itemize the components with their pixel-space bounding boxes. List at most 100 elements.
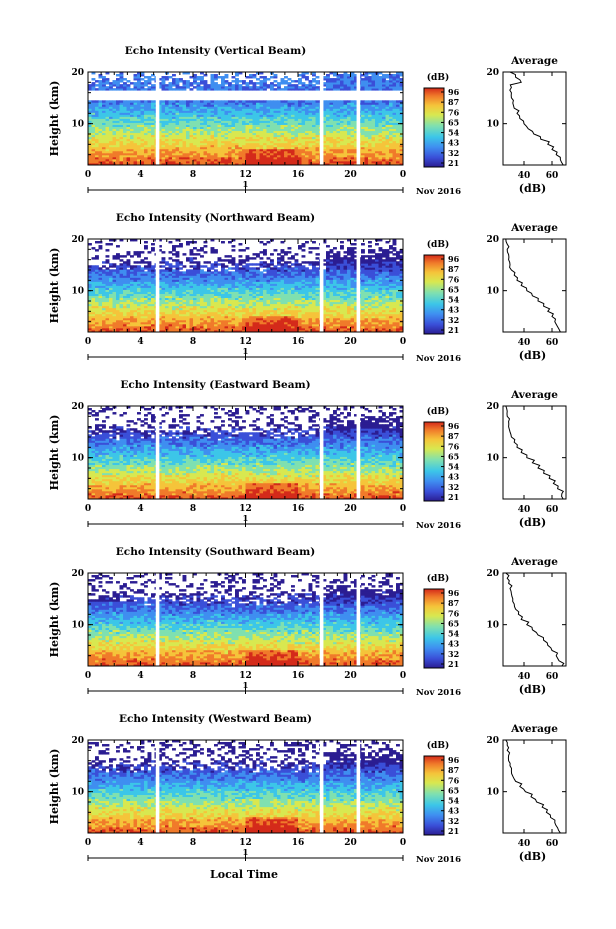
average-x-tick-label: 60 [546, 505, 559, 515]
colorbar-tick-label: 87 [448, 97, 459, 107]
y-axis-label: Height (km) [48, 582, 61, 658]
data-gap [319, 573, 324, 666]
date-label: Nov 2016 [416, 855, 461, 865]
average-frame [502, 739, 567, 834]
average-y-tick-label: 10 [486, 120, 499, 130]
colorbar-tick-label: 76 [448, 107, 460, 117]
date-label: Nov 2016 [416, 688, 461, 698]
x-tick-label: 20 [344, 838, 357, 848]
date-label: Nov 2016 [416, 521, 461, 531]
average-y-tick-label: 10 [486, 454, 499, 464]
panel-title: Echo Intensity (Westward Beam) [119, 713, 312, 725]
colorbar-tick-label: 32 [448, 315, 459, 325]
day-label: 1 [243, 514, 249, 524]
colorbar-tick-label: 43 [448, 639, 460, 649]
x-tick-label: 0 [400, 838, 406, 848]
colorbar-tick-label: 43 [448, 138, 460, 148]
colorbar-unit: (dB) [427, 72, 449, 83]
average-x-label: (dB) [519, 683, 546, 696]
average-y-tick-label: 20 [486, 736, 499, 746]
colorbar-tick-label: 54 [448, 462, 460, 472]
colorbar-tick-label: 32 [448, 148, 459, 158]
colorbar-tick-label: 96 [448, 87, 460, 97]
x-tick-label: 0 [85, 671, 91, 681]
data-gap [356, 72, 361, 165]
colorbar-tick-label: 21 [448, 325, 459, 335]
colorbar [423, 588, 445, 669]
x-tick-label: 4 [137, 170, 143, 180]
average-profile-line [509, 71, 564, 166]
average-x-tick-label: 40 [518, 338, 531, 348]
x-tick-label: 20 [344, 671, 357, 681]
average-title: Average [510, 723, 558, 735]
colorbar-tick-label: 96 [448, 254, 460, 264]
colorbar-tick-label: 76 [448, 441, 460, 451]
heatmap-cells [88, 740, 404, 834]
date-label: Nov 2016 [416, 187, 461, 197]
colorbar-tick-label: 54 [448, 128, 460, 138]
data-gap [356, 740, 361, 833]
beam-panel-4: Echo Intensity (Westward Beam)2010Height… [48, 713, 567, 865]
average-profile-line [505, 405, 565, 500]
x-tick-label: 16 [292, 504, 305, 514]
colorbar-tick-label: 65 [448, 117, 459, 127]
data-gap [356, 239, 361, 332]
colorbar-tick-label: 43 [448, 806, 460, 816]
average-x-tick-label: 60 [546, 338, 559, 348]
x-tick-label: 20 [344, 170, 357, 180]
colorbar-tick-label: 21 [448, 492, 459, 502]
colorbar-tick-label: 54 [448, 295, 460, 305]
data-gap [155, 406, 160, 499]
y-tick-label: 20 [71, 68, 84, 78]
x-tick-label: 8 [190, 838, 196, 848]
x-tick-label: 8 [190, 337, 196, 347]
average-y-tick-label: 10 [486, 621, 499, 631]
x-tick-label: 0 [400, 671, 406, 681]
x-tick-label: 4 [137, 838, 143, 848]
heatmap-cells [88, 573, 404, 667]
average-profile-line [505, 572, 565, 667]
x-tick-label: 12 [239, 671, 252, 681]
colorbar-unit: (dB) [427, 740, 449, 751]
x-tick-label: 4 [137, 337, 143, 347]
data-gap [155, 72, 160, 165]
x-tick-label: 0 [400, 504, 406, 514]
average-y-tick-label: 20 [486, 235, 499, 245]
colorbar-tick-label: 65 [448, 785, 459, 795]
colorbar-tick-label: 32 [448, 816, 459, 826]
data-gap [356, 406, 361, 499]
average-title: Average [510, 55, 558, 67]
colorbar-tick-label: 87 [448, 264, 459, 274]
average-x-tick-label: 60 [546, 672, 559, 682]
average-x-tick-label: 40 [518, 839, 531, 849]
colorbar-tick-label: 32 [448, 482, 459, 492]
average-x-tick-label: 60 [546, 839, 559, 849]
average-x-label: (dB) [519, 850, 546, 863]
heatmap-cells [88, 239, 404, 333]
average-y-tick-label: 20 [486, 402, 499, 412]
average-y-tick-label: 20 [486, 569, 499, 579]
average-title: Average [510, 389, 558, 401]
heatmap-cells [88, 406, 404, 500]
colorbar-tick-label: 87 [448, 431, 459, 441]
y-axis-label: Height (km) [48, 415, 61, 491]
colorbar-tick-label: 21 [448, 158, 459, 168]
beam-panel-2: Echo Intensity (Eastward Beam)2010Height… [48, 379, 567, 531]
average-profile-line [505, 238, 561, 333]
colorbar [423, 755, 445, 836]
beam-panel-1: Echo Intensity (Northward Beam)2010Heigh… [48, 212, 567, 364]
x-tick-label: 0 [400, 170, 406, 180]
colorbar-tick-label: 54 [448, 796, 460, 806]
data-gap [319, 406, 324, 499]
average-title: Average [510, 556, 558, 568]
x-tick-label: 16 [292, 170, 305, 180]
colorbar-tick-label: 96 [448, 421, 460, 431]
colorbar-unit: (dB) [427, 573, 449, 584]
x-tick-label: 0 [85, 337, 91, 347]
heatmap-cells [88, 72, 404, 166]
data-gap [155, 239, 160, 332]
average-x-tick-label: 40 [518, 505, 531, 515]
colorbar-tick-label: 96 [448, 588, 460, 598]
y-axis-label: Height (km) [48, 81, 61, 157]
beam-panel-3: Echo Intensity (Southward Beam)2010Heigh… [48, 546, 567, 698]
